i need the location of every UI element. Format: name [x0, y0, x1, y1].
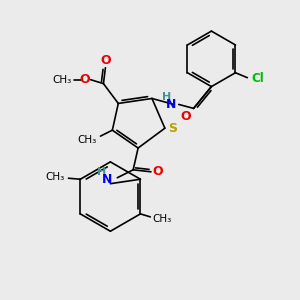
Text: H: H — [162, 92, 172, 101]
Text: O: O — [180, 110, 191, 123]
Text: H: H — [97, 167, 106, 177]
Text: S: S — [168, 122, 177, 135]
Text: CH₃: CH₃ — [45, 172, 64, 182]
Text: Cl: Cl — [251, 72, 264, 85]
Text: O: O — [79, 73, 90, 86]
Text: N: N — [166, 98, 176, 111]
Text: O: O — [100, 54, 111, 67]
Text: O: O — [153, 165, 163, 178]
Text: CH₃: CH₃ — [52, 75, 71, 85]
Text: CH₃: CH₃ — [153, 214, 172, 224]
Text: N: N — [102, 173, 112, 186]
Text: CH₃: CH₃ — [77, 135, 96, 145]
